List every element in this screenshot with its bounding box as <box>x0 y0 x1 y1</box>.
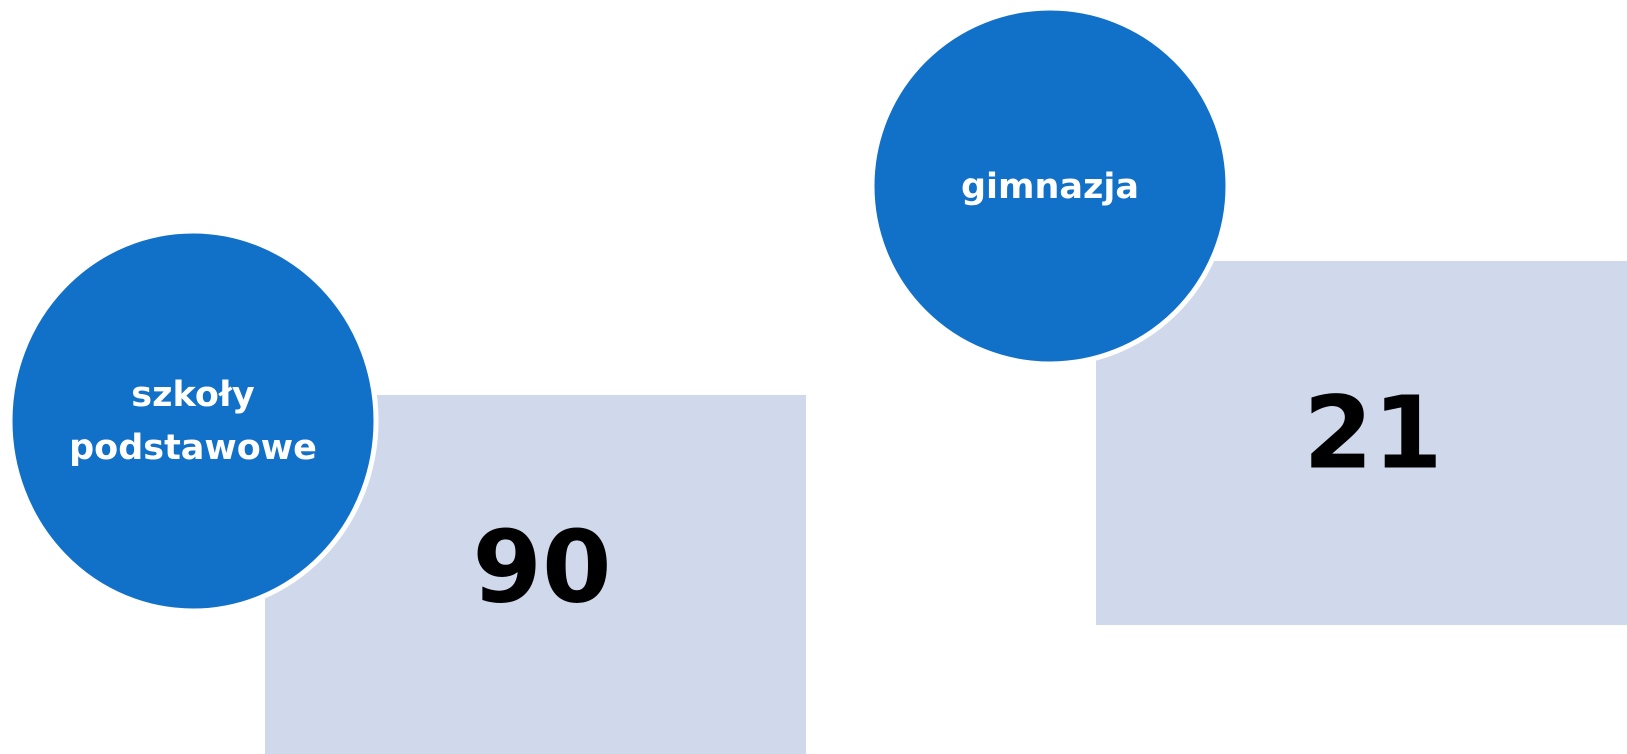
item-label: gimnazja <box>961 167 1139 207</box>
label-circle <box>869 5 1231 367</box>
label-circle <box>7 228 379 614</box>
item-value: 21 <box>1303 374 1442 491</box>
item-label: podstawowe <box>69 428 317 468</box>
item-label: szkoły <box>131 375 255 415</box>
item-value: 90 <box>472 508 611 625</box>
value-box <box>1096 261 1627 625</box>
